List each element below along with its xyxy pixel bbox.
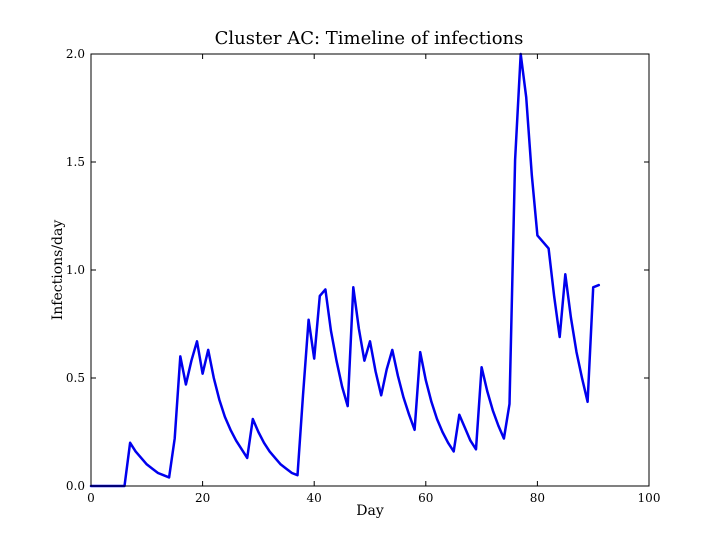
x-tick-label: 80 — [530, 491, 545, 505]
y-tick-label: 1.5 — [66, 155, 85, 169]
chart-title: Cluster AC: Timeline of infections — [215, 28, 524, 49]
y-axis: 0.0 0.5 1.0 1.5 2.0 — [66, 47, 649, 493]
series-line — [89, 52, 601, 488]
y-tick-label: 0.0 — [66, 479, 85, 493]
x-tick-label: 100 — [638, 491, 661, 505]
y-tick-label: 0.5 — [66, 371, 85, 385]
x-tick-label: 20 — [195, 491, 210, 505]
plot-series — [89, 52, 601, 488]
x-axis-label: Day — [356, 503, 384, 519]
y-tick-label: 1.0 — [66, 263, 85, 277]
x-tick-label: 60 — [418, 491, 433, 505]
y-axis-label: Infections/day — [50, 220, 66, 321]
x-tick-label: 40 — [307, 491, 322, 505]
x-axis: 0 20 40 60 80 100 — [87, 54, 660, 505]
y-tick-label: 2.0 — [66, 47, 85, 61]
x-tick-label: 0 — [87, 491, 95, 505]
